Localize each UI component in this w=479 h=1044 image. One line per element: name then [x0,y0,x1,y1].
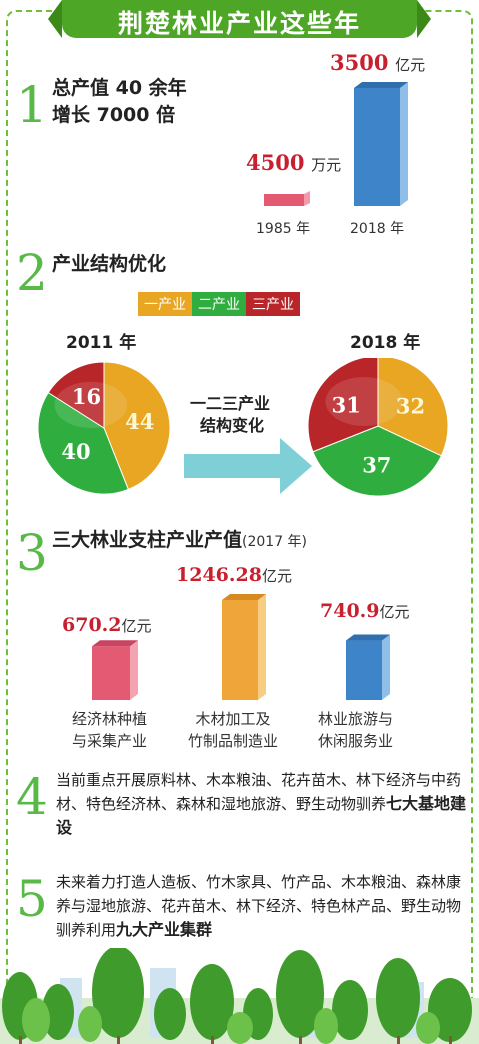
section4-text: 当前重点开展原料林、木本粮油、花卉苗木、林下经济与中药材、特色经济林、森林和湿地… [56,771,462,813]
pie-slice-三产业 [47,361,105,429]
bar1-label-line2: 与采集产业 [72,732,148,750]
label-2018: 2018 年 [350,221,405,237]
bar1-label-line1: 经济林种植 [72,710,148,728]
bar2-label: 木材加工及 竹制品制造业 [188,708,278,752]
legend-tertiary: 三产业 [246,292,300,316]
bar2-label-line1: 木材加工及 [195,710,271,728]
pie-highlight [54,381,128,428]
pillar-bar-chart [92,594,390,700]
pie-chart-2011: 44 40 16 [37,361,171,495]
section1-line2: 增长 7000 倍 [52,104,176,126]
pie-year-2011: 2011 年 [66,333,137,353]
bar1-unit: 亿元 [121,617,152,635]
pie-slice-二产业 [312,425,443,497]
section3-heading: 三大林业支柱产业产值 [52,529,243,551]
industry-legend: 一产业 二产业 三产业 [138,292,300,316]
bar3-value-label: 740.9亿元 [320,600,410,622]
pie-label: 40 [61,439,90,464]
pie-chart-2018: 32 37 31 [307,358,449,497]
section5-text: 未来着力打造人造板、竹木家具、竹产品、木本粮油、森林康养与湿地旅游、花卉苗木、林… [56,873,462,939]
section4-highlight: 七大基地建设 [56,794,467,837]
section5-highlight: 九大产业集群 [116,920,213,939]
growth-bar-chart [264,82,408,206]
bar2-value: 1246.28 [176,564,262,586]
section-number-2: 2 [16,244,48,302]
arrow-label-line1: 一二三产业 [190,394,271,413]
bar3-label-line1: 林业旅游与 [318,710,394,728]
bar3-label-line2: 休闲服务业 [318,732,394,750]
pie-highlight [325,377,403,426]
section-number-3: 3 [16,524,48,582]
pie-label: 37 [362,453,391,478]
pie-label: 16 [72,384,101,409]
bar2-label-line2: 竹制品制造业 [188,732,279,750]
bar1-value: 670.2 [62,614,122,636]
bar2-value-label: 1246.28亿元 [176,564,292,586]
pie-slice-二产业 [37,391,129,495]
forest-decoration [0,948,479,1044]
bar3-unit: 亿元 [379,603,410,621]
legend-primary: 一产业 [138,292,192,316]
bar1-value-label: 670.2亿元 [62,614,152,636]
bar3-value: 740.9 [320,600,380,622]
pie-label: 32 [396,393,425,418]
bar2-unit: 亿元 [261,567,292,585]
unit-2018: 亿元 [395,56,426,74]
pillar-bar-1 [92,640,138,700]
pie-slice-一产业 [377,358,449,457]
section1-line1: 总产值 40 余年 [52,77,187,99]
pie-year-2018: 2018 年 [350,333,421,353]
section2-heading: 产业结构优化 [52,253,167,275]
bar3-label: 林业旅游与 休闲服务业 [318,708,393,752]
pie-slice-一产业 [103,361,171,491]
value-1985: 4500 [246,150,305,175]
value-2018: 3500 [330,50,389,75]
pillar-bar-2 [222,594,266,700]
value-label-2018: 3500 亿元 [330,50,425,75]
page-title: 荆楚林业产业这些年 [117,9,361,38]
section-number-1: 1 [16,76,48,134]
section-number-4: 4 [16,768,48,826]
pie-slice-三产业 [307,358,379,453]
title-banner: 荆楚林业产业这些年 [48,0,431,38]
legend-secondary: 二产业 [192,292,246,316]
pillar-bar-3 [346,634,390,700]
section3-year-note: (2017 年) [242,534,308,550]
section3-heading-row: 三大林业支柱产业产值(2017 年) [52,528,307,553]
section4-paragraph: 当前重点开展原料林、木本粮油、花卉苗木、林下经济与中药材、特色经济林、森林和湿地… [56,768,471,840]
section-number-5: 5 [16,870,48,928]
pie-label: 31 [332,392,361,417]
bar-2018 [354,82,408,206]
change-arrow [184,438,312,494]
arrow-label-line2: 结构变化 [200,416,265,435]
section5-paragraph: 未来着力打造人造板、竹木家具、竹产品、木本粮油、森林康养与湿地旅游、花卉苗木、林… [56,870,471,942]
pie-label: 44 [125,409,154,434]
bar-1985 [264,191,310,206]
unit-1985: 万元 [311,156,342,174]
label-1985: 1985 年 [256,221,311,237]
bar1-label: 经济林种植 与采集产业 [72,708,147,752]
value-label-1985: 4500 万元 [246,150,341,175]
